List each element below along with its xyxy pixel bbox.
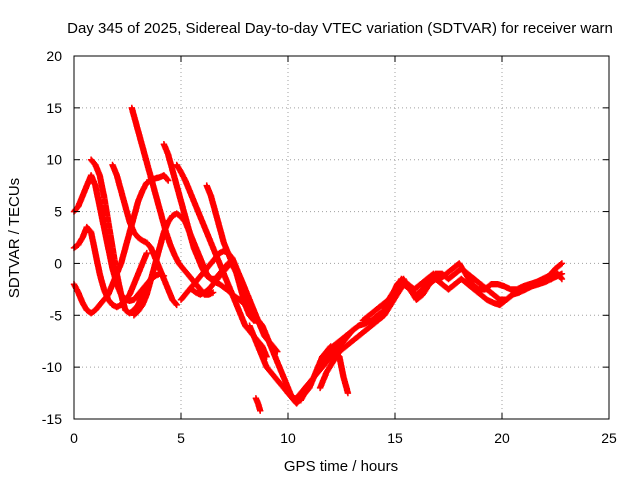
y-tick-label: -5 xyxy=(50,307,63,323)
chart-title: Day 345 of 2025, Sidereal Day-to-day VTE… xyxy=(67,20,613,37)
series-track-17 xyxy=(359,260,566,324)
y-tick-label: 15 xyxy=(46,100,62,116)
x-tick-label: 20 xyxy=(494,430,510,446)
x-tick-label: 15 xyxy=(387,430,403,446)
y-tick-label: 0 xyxy=(54,255,62,271)
y-axis-label: SDTVAR / TECUs xyxy=(6,178,23,298)
y-tick-label: -15 xyxy=(42,411,62,427)
x-tick-label: 10 xyxy=(280,430,296,446)
series-track-14 xyxy=(252,395,264,414)
x-tick-label: 0 xyxy=(70,430,78,446)
x-axis-label: GPS time / hours xyxy=(284,458,398,475)
x-tick-label: 25 xyxy=(601,430,617,446)
x-tick-label: 5 xyxy=(177,430,185,446)
plus-marker-track xyxy=(173,161,270,360)
series-track-9 xyxy=(173,161,270,360)
plus-marker-track xyxy=(316,270,566,392)
series-track-16 xyxy=(316,270,566,392)
plus-marker-track xyxy=(359,260,566,324)
plot-frame xyxy=(73,55,610,420)
axis-ticks: 0 5 10 15 20 25 -15 -10 -5 0 5 10 15 20 xyxy=(42,48,617,446)
plus-marker-track xyxy=(252,395,264,414)
y-tick-label: 10 xyxy=(46,152,62,168)
data-points xyxy=(70,104,566,414)
y-tick-label: 5 xyxy=(54,204,62,220)
y-tick-label: 20 xyxy=(46,48,62,64)
y-tick-label: -10 xyxy=(42,359,62,375)
grid-lines xyxy=(74,56,609,419)
